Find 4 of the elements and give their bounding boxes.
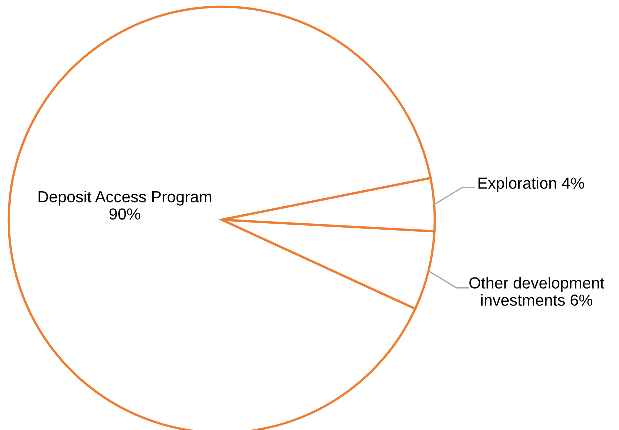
slice-label: Deposit Access Program <box>38 190 212 206</box>
slice-label: Other development investments 6% <box>470 277 605 306</box>
slice-label: Exploration 4% <box>478 177 584 192</box>
data-label: 90% <box>110 208 140 220</box>
